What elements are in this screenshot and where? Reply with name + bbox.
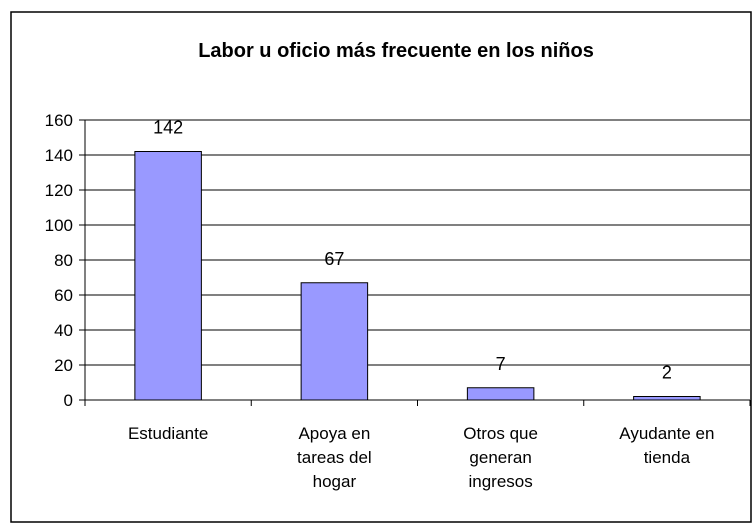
- chart-title: Labor u oficio más frecuente en los niño…: [198, 40, 594, 62]
- y-tick-label: 120: [45, 181, 73, 200]
- data-label: 67: [324, 249, 344, 269]
- x-tick-label: Apoya en tareas del hogar: [297, 424, 372, 491]
- x-tick-label: Estudiante: [128, 424, 208, 443]
- y-tick-label: 20: [54, 356, 73, 375]
- bar: [633, 396, 701, 401]
- bar: [466, 387, 535, 401]
- x-tick-label: Otros que generan ingresos: [463, 424, 538, 491]
- bar: [134, 151, 202, 401]
- y-tick-label: 80: [54, 251, 73, 270]
- x-tick-label: Ayudante en tienda: [619, 424, 714, 467]
- y-tick-label: 0: [64, 391, 73, 410]
- y-tick-label: 100: [45, 216, 73, 235]
- chart-border: [10, 11, 752, 523]
- data-label: 2: [662, 363, 672, 383]
- data-label: 142: [153, 118, 183, 138]
- y-tick-label: 40: [54, 321, 73, 340]
- y-tick-label: 160: [45, 111, 73, 130]
- data-label: 7: [496, 354, 506, 374]
- y-tick-label: 140: [45, 146, 73, 165]
- y-tick-label: 60: [54, 286, 73, 305]
- bar: [300, 282, 369, 401]
